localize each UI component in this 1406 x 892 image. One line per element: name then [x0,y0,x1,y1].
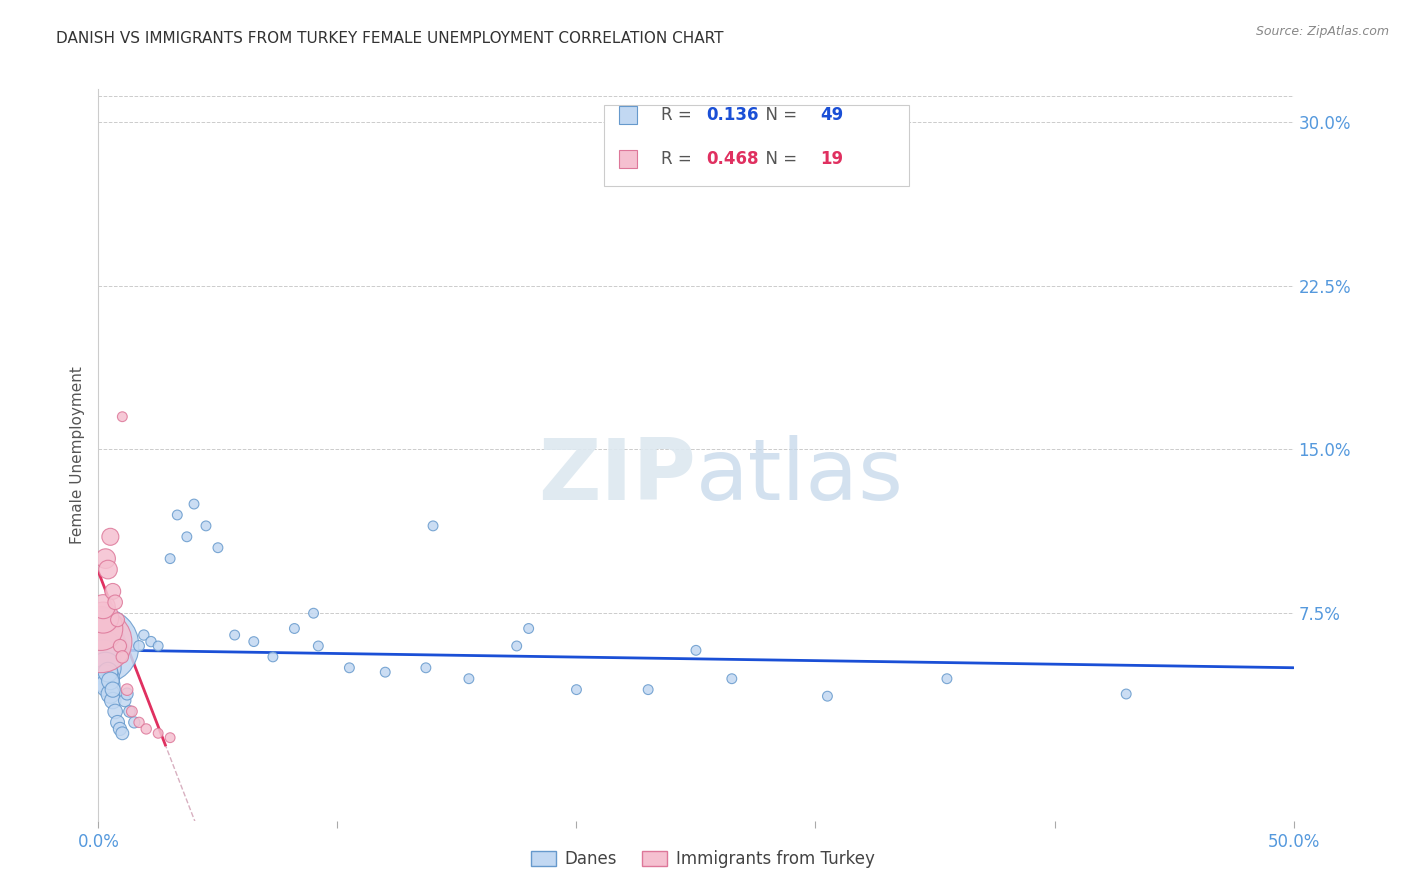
Point [135,722,157,736]
Point [101,682,124,697]
Point [283,622,305,636]
Text: R =: R = [661,106,697,124]
Point [517,622,540,636]
Point [139,634,162,648]
Point [108,639,131,653]
Point [148,639,170,653]
Text: DANISH VS IMMIGRANTS FROM TURKEY FEMALE UNEMPLOYMENT CORRELATION CHART: DANISH VS IMMIGRANTS FROM TURKEY FEMALE … [56,31,724,46]
Y-axis label: Female Unemployment: Female Unemployment [70,366,86,544]
Point [565,682,588,697]
Text: ZIP: ZIP [538,435,696,518]
Point [108,722,131,736]
Point [183,497,205,511]
Point [91,643,114,657]
Point [128,715,150,730]
Point [159,551,181,566]
Point [195,519,218,533]
Point [97,665,120,680]
Point [262,649,284,664]
Point [166,508,188,522]
Point [132,628,155,642]
Text: N =: N = [755,150,801,168]
Point [111,409,134,424]
Point [118,705,141,719]
Point [90,634,112,648]
Point [104,705,127,719]
Point [121,705,143,719]
Point [207,541,229,555]
Text: 0.468: 0.468 [707,150,759,168]
Point [936,672,959,686]
Point [97,563,120,577]
Point [115,682,138,697]
Point [124,715,146,730]
Point [114,693,136,707]
Legend: Danes, Immigrants from Turkey: Danes, Immigrants from Turkey [524,844,882,875]
Point [91,649,114,664]
Point [176,530,198,544]
Text: N =: N = [755,106,801,124]
Point [1115,687,1137,701]
Point [98,530,122,544]
Point [422,519,444,533]
Point [458,672,481,686]
Point [224,628,246,642]
Point [101,693,124,707]
Point [111,726,134,740]
Point [506,639,529,653]
Point [91,599,114,614]
Point [94,661,117,675]
Point [97,678,120,692]
Point [243,634,266,648]
Point [307,639,329,653]
Point [339,661,361,675]
Text: Source: ZipAtlas.com: Source: ZipAtlas.com [1256,25,1389,38]
Point [302,606,325,620]
Point [128,639,150,653]
Point [98,687,122,701]
FancyBboxPatch shape [605,104,908,186]
Point [94,551,117,566]
Point [415,661,437,675]
Text: 19: 19 [820,150,844,168]
Point [104,595,127,609]
Point [815,689,838,703]
Point [90,622,112,636]
Point [637,682,659,697]
Point [94,672,117,686]
Text: atlas: atlas [696,435,904,518]
Point [98,673,122,688]
Text: 49: 49 [820,106,844,124]
Point [159,731,181,745]
Text: R =: R = [661,150,697,168]
Point [101,584,124,599]
Point [90,639,112,653]
Text: 0.136: 0.136 [707,106,759,124]
Point [148,726,170,740]
Point [685,643,707,657]
Point [115,687,138,701]
Point [721,672,744,686]
Point [107,715,129,730]
Point [107,613,129,627]
Point [111,649,134,664]
Point [91,610,114,624]
Point [374,665,396,680]
